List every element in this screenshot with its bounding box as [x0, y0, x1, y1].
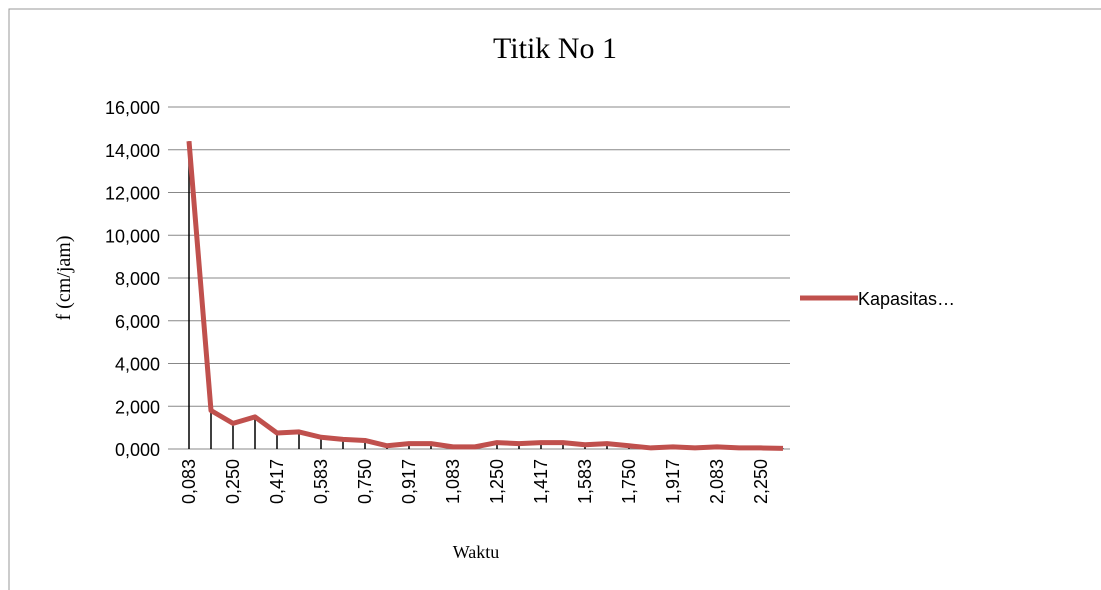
y-tick-label: 8,000 [115, 269, 160, 289]
x-tick-label: 1,250 [487, 459, 507, 504]
x-tick-label: 0,583 [311, 459, 331, 504]
legend-label: Kapasitas… [858, 289, 955, 309]
x-tick-label: 0,917 [399, 459, 419, 504]
y-tick-label: 2,000 [115, 397, 160, 417]
x-tick-label: 2,250 [751, 459, 771, 504]
x-axis-label: Waktu [453, 542, 500, 562]
line [186, 140, 784, 451]
y-tick-label: 12,000 [105, 184, 160, 204]
x-tick-label: 1,417 [531, 459, 551, 504]
y-tick-label: 6,000 [115, 312, 160, 332]
x-tick-label: 1,917 [663, 459, 683, 504]
y-axis-label: f (cm/jam) [53, 236, 75, 321]
y-tick-label: 10,000 [105, 226, 160, 246]
x-tick-label: 0,250 [223, 459, 243, 504]
chart-title: Titik No 1 [493, 32, 617, 65]
x-tick-label: 0,083 [179, 459, 199, 504]
y-tick-label: 16,000 [105, 98, 160, 118]
x-tick-label: 2,083 [707, 459, 727, 504]
x-tick-label: 0,750 [355, 459, 375, 504]
x-tick-label: 1,750 [619, 459, 639, 504]
x-tick-label: 1,583 [575, 459, 595, 504]
x-tick-label: 0,417 [267, 459, 287, 504]
y-tick-label: 0,000 [115, 440, 160, 460]
chart-border [8, 8, 1101, 590]
y-tick-label: 14,000 [105, 141, 160, 161]
x-tick-label: 1,083 [443, 459, 463, 504]
y-tick-label: 4,000 [115, 355, 160, 375]
